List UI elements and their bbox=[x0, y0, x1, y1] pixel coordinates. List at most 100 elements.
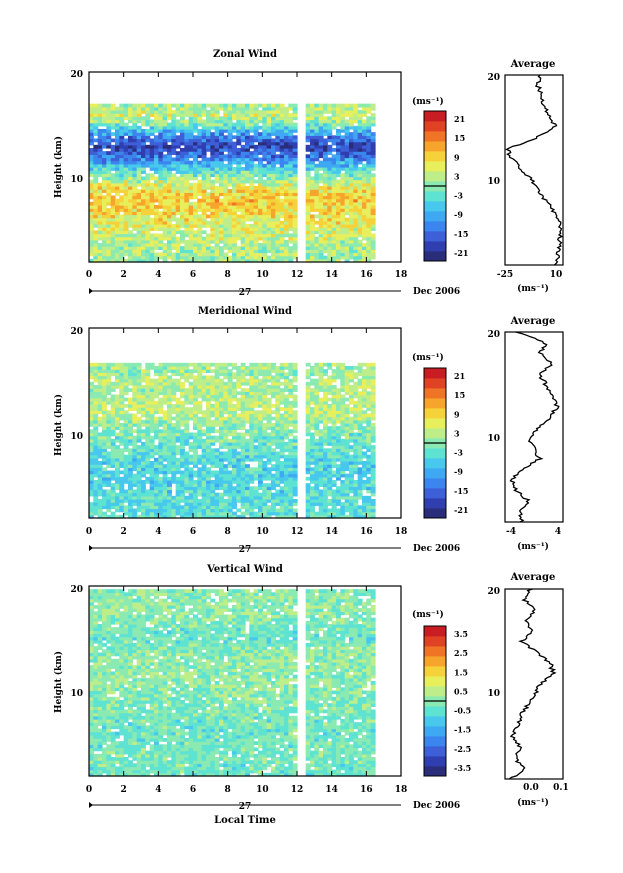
heatmap-cell bbox=[344, 243, 350, 247]
heatmap-cell bbox=[331, 243, 337, 247]
heatmap-cell bbox=[284, 167, 289, 171]
heatmap-cell bbox=[123, 366, 129, 370]
heatmap-cell bbox=[323, 211, 328, 216]
heatmap-cell bbox=[253, 388, 259, 392]
heatmap-cell bbox=[128, 205, 133, 209]
heatmap-cell bbox=[271, 217, 276, 222]
heatmap-cell bbox=[154, 141, 159, 146]
heatmap-cell bbox=[188, 182, 194, 187]
heatmap-cell bbox=[93, 233, 99, 238]
heatmap-cell bbox=[193, 173, 198, 178]
heatmap-cell bbox=[327, 255, 333, 260]
heatmap-cell bbox=[288, 211, 294, 216]
heatmap-cell bbox=[253, 189, 259, 193]
heatmap-cell bbox=[145, 138, 151, 143]
heatmap-cell bbox=[171, 404, 177, 408]
heatmap-cell bbox=[318, 189, 324, 193]
heatmap-cell bbox=[167, 182, 172, 187]
heatmap-cell bbox=[141, 163, 146, 168]
heatmap-cell bbox=[344, 119, 350, 124]
heatmap-cell bbox=[110, 110, 116, 114]
heatmap-cell bbox=[340, 119, 346, 124]
heatmap-cell bbox=[366, 192, 372, 197]
heatmap-cell bbox=[149, 362, 155, 367]
heatmap-cell bbox=[275, 483, 281, 487]
heatmap-cell bbox=[145, 391, 151, 396]
heatmap-cell bbox=[210, 138, 216, 143]
heatmap-cell bbox=[210, 110, 216, 114]
heatmap-cell bbox=[119, 103, 125, 108]
heatmap-cell bbox=[201, 454, 207, 459]
heatmap-cell bbox=[171, 255, 177, 260]
heatmap-cell bbox=[193, 236, 198, 241]
heatmap-cell bbox=[206, 246, 211, 250]
heatmap-cell bbox=[275, 195, 281, 200]
heatmap-cell bbox=[136, 201, 142, 206]
heatmap-cell bbox=[214, 205, 220, 209]
heatmap-cell bbox=[318, 233, 324, 238]
heatmap-cell bbox=[271, 366, 276, 370]
heatmap-cell bbox=[266, 451, 272, 456]
heatmap-cell bbox=[141, 410, 146, 415]
heatmap-cell bbox=[193, 239, 198, 244]
heatmap-cell bbox=[240, 432, 246, 437]
heatmap-cell bbox=[292, 103, 298, 108]
heatmap-cell bbox=[180, 186, 185, 190]
heatmap-cell bbox=[366, 167, 372, 171]
heatmap-cell bbox=[136, 388, 142, 392]
heatmap-cell bbox=[132, 129, 138, 133]
heatmap-cell bbox=[305, 176, 311, 181]
heatmap-cell bbox=[340, 113, 346, 117]
heatmap-cell bbox=[288, 246, 294, 250]
heatmap-cell bbox=[279, 243, 285, 247]
heatmap-cell bbox=[154, 151, 159, 155]
heatmap-cell bbox=[366, 198, 372, 203]
heatmap-cell bbox=[362, 214, 367, 219]
heatmap-cell bbox=[236, 138, 242, 143]
heatmap-cell bbox=[206, 445, 211, 449]
heatmap-cell bbox=[271, 198, 276, 203]
heatmap-cell bbox=[349, 252, 354, 257]
heatmap-cell bbox=[331, 154, 337, 159]
heatmap-cell bbox=[284, 173, 289, 178]
heatmap-cell bbox=[136, 189, 142, 193]
heatmap-cell bbox=[128, 375, 133, 380]
heatmap-cell bbox=[102, 160, 107, 165]
heatmap-cell bbox=[106, 189, 112, 193]
heatmap-cell bbox=[236, 125, 242, 130]
heatmap-cell bbox=[201, 505, 207, 510]
heatmap-cell bbox=[275, 201, 281, 206]
heatmap-cell bbox=[370, 201, 376, 206]
heatmap-cell bbox=[366, 201, 372, 206]
heatmap-cell bbox=[128, 470, 133, 475]
heatmap-cell bbox=[123, 511, 129, 516]
heatmap-cell bbox=[240, 195, 246, 200]
heatmap-cell bbox=[253, 416, 259, 421]
heatmap-cell bbox=[223, 514, 229, 519]
heatmap-cell bbox=[344, 113, 350, 117]
heatmap-cell bbox=[245, 511, 250, 516]
heatmap-cell bbox=[154, 416, 159, 421]
heatmap-cell bbox=[370, 148, 376, 152]
heatmap-cell bbox=[262, 192, 268, 197]
heatmap-cell bbox=[331, 217, 337, 222]
heatmap-cell bbox=[266, 483, 272, 487]
heatmap-cell bbox=[266, 467, 272, 472]
heatmap-cell bbox=[357, 132, 363, 136]
heatmap-cell bbox=[149, 476, 155, 481]
heatmap-cell bbox=[188, 435, 194, 440]
heatmap-cell bbox=[275, 116, 281, 121]
heatmap-cell bbox=[318, 135, 324, 140]
heatmap-cell bbox=[349, 113, 354, 117]
heatmap-cell bbox=[119, 227, 125, 231]
heatmap-cell bbox=[110, 461, 116, 465]
heatmap-cell bbox=[227, 182, 233, 187]
heatmap-cell bbox=[249, 198, 255, 203]
heatmap-cell bbox=[180, 476, 185, 481]
heatmap-cell bbox=[336, 129, 341, 133]
heatmap-cell bbox=[344, 186, 350, 190]
heatmap-cell bbox=[106, 125, 112, 130]
heatmap-cell bbox=[201, 461, 207, 465]
heatmap-cell bbox=[262, 505, 268, 510]
heatmap-cell bbox=[115, 141, 120, 146]
